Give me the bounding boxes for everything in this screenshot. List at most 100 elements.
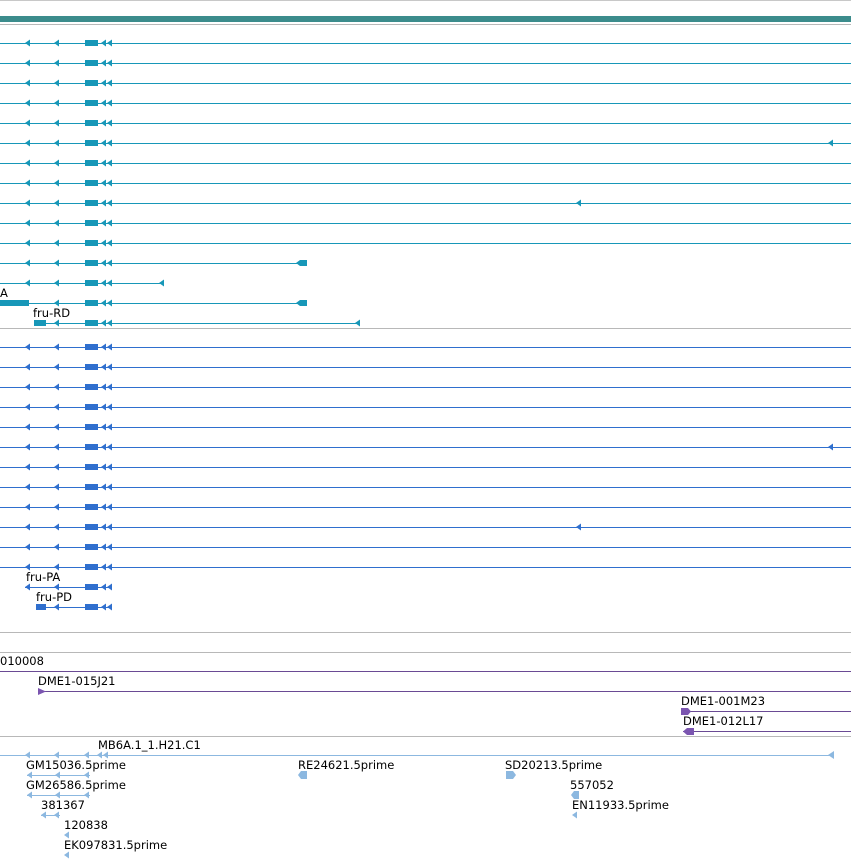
protein-feature[interactable]: fru-PA — [25, 570, 112, 591]
transcript-feature[interactable] — [0, 199, 851, 207]
exon-block — [85, 260, 98, 266]
strand-arrow — [101, 99, 106, 107]
est-track: MB6A.1_1.H21.C1 GM15036.5prime GM26586.5pr… — [0, 738, 834, 859]
protein-feature[interactable] — [0, 443, 851, 451]
strand-arrow — [107, 139, 112, 147]
est-arrow — [55, 771, 60, 779]
est-feature[interactable]: 381367 — [41, 798, 85, 819]
transcript-feature[interactable]: fru-RD — [33, 306, 360, 327]
protein-feature[interactable] — [0, 343, 851, 351]
strand-arrow — [25, 423, 30, 431]
strand-arrow — [101, 159, 106, 167]
exon-block — [85, 200, 98, 206]
strand-arrow — [101, 583, 106, 591]
est-arrow — [64, 851, 69, 859]
exon-block — [85, 240, 98, 246]
strand-arrow — [101, 79, 106, 87]
strand-arrow — [25, 159, 30, 167]
est-label: 557052 — [570, 778, 614, 792]
protein-feature[interactable] — [0, 383, 851, 391]
clone-label: DME1-001M23 — [681, 694, 765, 708]
transcript-feature[interactable] — [0, 119, 851, 127]
strand-arrow — [107, 79, 112, 87]
est-feature[interactable]: RE24621.5prime — [298, 758, 394, 779]
transcript-feature[interactable] — [0, 279, 164, 287]
est-feature[interactable]: 120838 — [64, 818, 108, 839]
transcript-feature[interactable] — [0, 239, 851, 247]
strand-arrow — [25, 279, 30, 287]
strand-arrow — [828, 443, 833, 451]
transcript-feature[interactable] — [0, 179, 851, 187]
protein-feature[interactable] — [0, 403, 851, 411]
protein-feature[interactable] — [0, 483, 851, 491]
exon-block — [34, 320, 46, 326]
exon-block — [85, 544, 98, 550]
est-label: EN11933.5prime — [572, 798, 669, 812]
protein-feature[interactable] — [0, 503, 851, 511]
strand-arrow — [54, 159, 59, 167]
strand-arrow — [54, 403, 59, 411]
protein-label: fru-PA — [26, 570, 60, 584]
protein-feature[interactable]: fru-PD — [36, 590, 112, 611]
transcript-feature[interactable] — [0, 159, 851, 167]
strand-arrow — [107, 99, 112, 107]
gene-span-bar[interactable] — [0, 16, 851, 22]
strand-arrow — [107, 523, 112, 531]
exon-block — [85, 584, 98, 590]
est-feature[interactable]: EN11933.5prime — [572, 798, 669, 819]
protein-feature[interactable] — [0, 363, 851, 371]
clone-feature[interactable]: DME1-012L17 — [683, 714, 851, 735]
strand-arrow — [101, 39, 106, 47]
strand-arrow — [107, 463, 112, 471]
est-arrow — [54, 811, 59, 819]
transcript-feature[interactable] — [0, 219, 851, 227]
est-arrow — [27, 771, 32, 779]
protein-feature[interactable] — [0, 463, 851, 471]
clone-feature[interactable]: DME1-015J21 — [38, 674, 851, 695]
clone-id-label: 010008 — [0, 654, 44, 668]
est-arrow — [41, 811, 46, 819]
transcript-feature[interactable] — [0, 139, 851, 147]
strand-arrow — [101, 603, 106, 611]
est-feature[interactable]: SD20213.5prime — [505, 758, 602, 779]
strand-arrow — [101, 563, 106, 571]
exon-block — [85, 524, 98, 530]
clone-marker — [681, 708, 691, 715]
strand-arrow — [54, 503, 59, 511]
transcript-feature[interactable] — [0, 79, 851, 87]
strand-arrow — [54, 79, 59, 87]
strand-arrow — [54, 139, 59, 147]
exon-block — [85, 100, 98, 106]
protein-feature[interactable] — [0, 523, 851, 531]
strand-arrow — [576, 199, 581, 207]
transcript-feature[interactable] — [0, 99, 851, 107]
strand-arrow — [25, 259, 30, 267]
clone-feature[interactable]: DME1-001M23 — [681, 694, 851, 715]
strand-arrow — [54, 39, 59, 47]
exon-block — [85, 344, 98, 350]
strand-arrow — [101, 403, 106, 411]
strand-arrow — [54, 343, 59, 351]
est-arrow — [84, 791, 89, 799]
protein-feature[interactable] — [0, 563, 851, 571]
strand-arrow — [54, 363, 59, 371]
est-feature[interactable]: GM26586.5prime — [26, 778, 126, 799]
strand-arrow — [107, 423, 112, 431]
protein-feature[interactable] — [0, 423, 851, 431]
transcript-feature[interactable] — [0, 259, 307, 267]
est-feature[interactable]: GM15036.5prime — [26, 758, 126, 779]
transcript-feature[interactable] — [0, 59, 851, 67]
strand-arrow — [25, 403, 30, 411]
protein-feature[interactable] — [0, 543, 851, 551]
transcript-feature[interactable] — [0, 39, 851, 47]
strand-arrow — [54, 583, 59, 591]
strand-arrow — [54, 219, 59, 227]
est-arrow — [27, 791, 32, 799]
est-feature[interactable]: 557052 — [570, 778, 614, 799]
est-feature[interactable]: EK097831.5prime — [64, 838, 167, 859]
strand-arrow — [54, 259, 59, 267]
est-feature[interactable]: MB6A.1_1.H21.C1 — [0, 738, 834, 759]
strand-arrow — [101, 239, 106, 247]
transcript-feature[interactable]: A — [0, 286, 307, 307]
